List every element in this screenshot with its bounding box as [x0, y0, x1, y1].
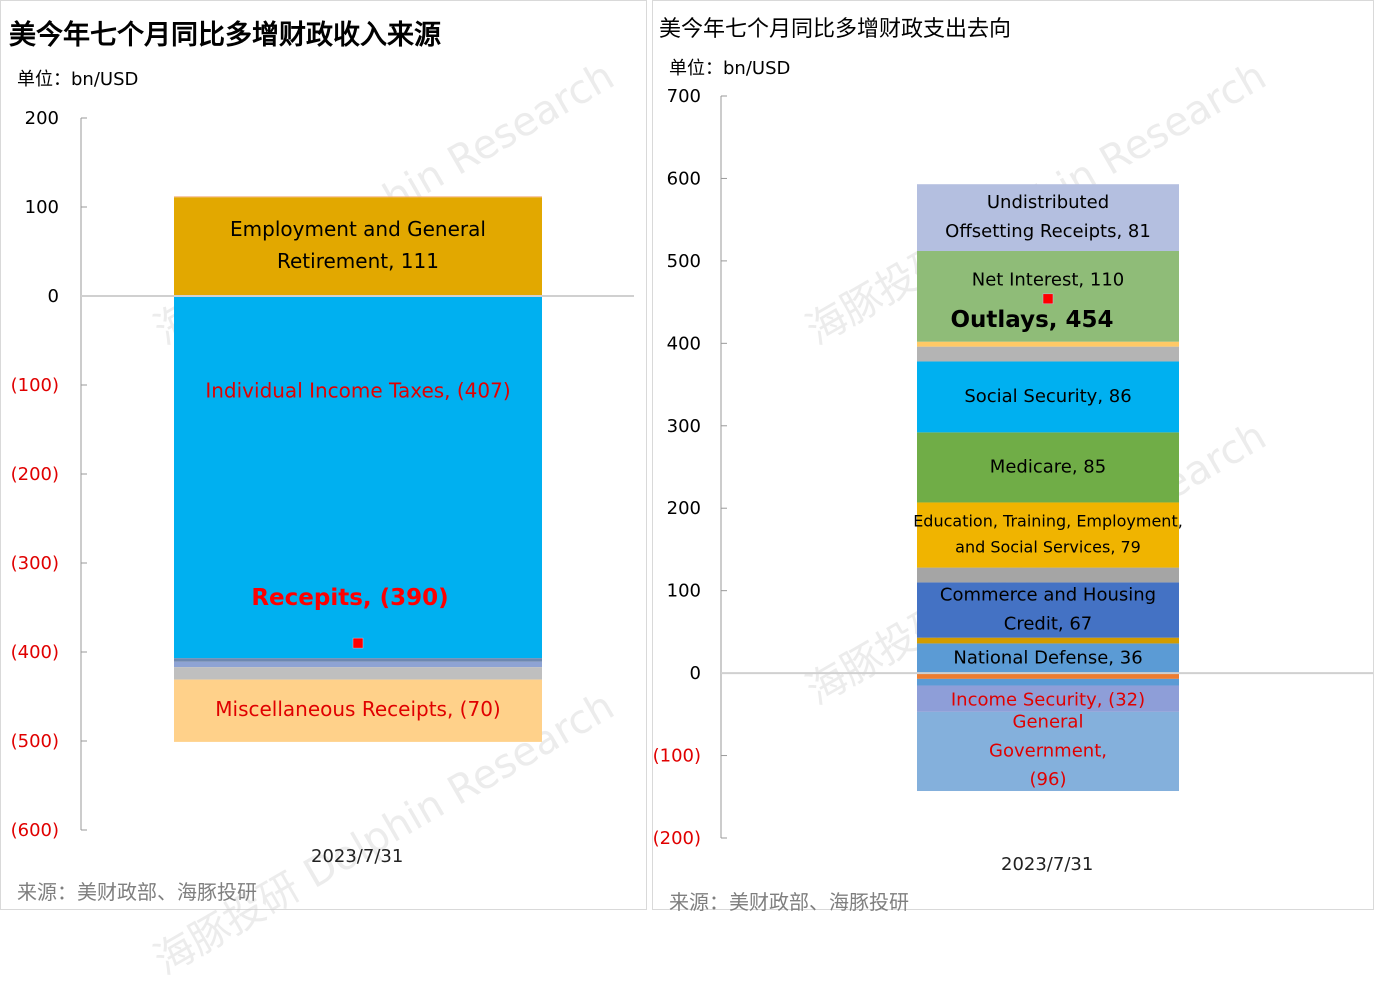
data-label-line: Education, Training, Employment, — [913, 512, 1183, 531]
y-tick-label: 300 — [667, 416, 701, 437]
chart-title: 美今年七个月同比多增财政支出去向 — [659, 17, 1012, 42]
data-label-line: Credit, 67 — [1004, 613, 1092, 634]
outlays-chart: 700 600 500 400 300 200 100 0 (100) (200) National… — [653, 86, 1373, 849]
unit-label: 单位：bn/USD — [669, 58, 791, 79]
bar-segment — [917, 432, 1179, 503]
bar-segment — [174, 661, 542, 668]
bar-segment — [917, 346, 1179, 362]
data-label: Net Interest, 110 — [972, 269, 1124, 290]
total-label: Outlays, 454 — [950, 307, 1113, 333]
data-label: Education, Training, Employment, and Soci… — [913, 512, 1183, 557]
data-label: National Defense, 36 — [953, 647, 1142, 668]
x-category-label: 2023/7/31 — [1001, 854, 1094, 875]
y-tick-label: 100 — [667, 581, 701, 602]
total-marker — [352, 637, 364, 649]
data-label-line: Net Interest, 110 — [972, 269, 1124, 290]
total-label: Recepits, (390) — [251, 585, 448, 611]
bar-segment — [917, 184, 1179, 251]
bar-segment — [917, 341, 1179, 347]
y-tick-label: 700 — [667, 86, 701, 107]
data-label: Medicare, 85 — [990, 456, 1106, 477]
data-label-line: Income Security, (32) — [951, 690, 1145, 711]
y-tick-label: (600) — [11, 820, 59, 841]
data-label-line: National Defense, 36 — [953, 647, 1142, 668]
y-tick-label: (200) — [653, 828, 701, 849]
data-label: Employment and General Retirement, 111 — [230, 217, 486, 273]
y-tick-label: 0 — [48, 286, 59, 307]
bar-segment — [917, 643, 1179, 674]
bar-segment — [174, 196, 542, 198]
y-tick-label: 600 — [667, 168, 701, 189]
data-label-line: General — [1013, 712, 1084, 733]
bar-segment — [174, 197, 542, 296]
bar-segment — [917, 361, 1179, 433]
bar-segment — [917, 502, 1179, 568]
data-label-line: Social Security, 86 — [964, 386, 1131, 407]
bar-segment — [917, 582, 1179, 638]
bar-segment — [917, 678, 1179, 686]
x-category-label: 2023/7/31 — [311, 846, 404, 867]
y-tick-label: (300) — [11, 553, 59, 574]
y-tick-label: 100 — [25, 197, 59, 218]
data-label: Miscellaneous Receipts, (70) — [215, 697, 500, 721]
bar-segment — [917, 637, 1179, 644]
y-tick-label: (100) — [11, 375, 59, 396]
data-label: Social Security, 86 — [964, 386, 1131, 407]
bar-segment — [174, 658, 542, 662]
data-label-line: Offsetting Receipts, 81 — [945, 221, 1151, 242]
data-label-line: Government, — [989, 740, 1107, 761]
y-tick-label: (400) — [11, 642, 59, 663]
data-label-line: Commerce and Housing — [940, 585, 1156, 606]
bar-segment — [917, 685, 1179, 712]
data-label: Individual Income Taxes, (407) — [205, 379, 510, 403]
data-label-line: Individual Income Taxes, (407) — [205, 379, 510, 403]
data-label: General Government, (96) — [989, 712, 1107, 791]
bar-segment — [174, 296, 542, 659]
outlays-chart-panel: 海豚投研 Dolphin Research 海豚投研 Dolphin Resea… — [652, 0, 1374, 914]
data-label-line: Medicare, 85 — [990, 456, 1106, 477]
y-tick-label: (500) — [11, 731, 59, 752]
y-tick-label: 500 — [667, 251, 701, 272]
y-tick-label: (100) — [653, 746, 701, 767]
data-label-line: and Social Services, 79 — [955, 537, 1141, 556]
bar-segment — [917, 567, 1179, 583]
unit-label: 单位：bn/USD — [17, 69, 139, 90]
receipts-chart-panel: 海豚投研 Dolphin Research 海豚投研 Dolphin Resea… — [0, 0, 647, 984]
y-tick-label: 200 — [25, 108, 59, 129]
data-label-line: Retirement, 111 — [277, 249, 439, 273]
bar-segment — [174, 679, 542, 742]
receipts-chart: 200 100 0 (100) (200) (300) (400) (500) (600) Emp… — [11, 108, 634, 841]
bar-segment — [917, 711, 1179, 792]
data-label-line: (96) — [1030, 769, 1067, 790]
total-marker — [1042, 293, 1054, 305]
chart-title: 美今年七个月同比多增财政收入来源 — [9, 20, 441, 51]
y-tick-label: 200 — [667, 498, 701, 519]
y-tick-label: (200) — [11, 464, 59, 485]
source-note: 来源：美财政部、海豚投研 — [669, 890, 909, 914]
data-label-line: Miscellaneous Receipts, (70) — [215, 697, 500, 721]
bar-segment — [174, 667, 542, 680]
data-label-line: Undistributed — [987, 192, 1109, 213]
data-label: Undistributed Offsetting Receipts, 81 — [945, 192, 1151, 242]
data-label-line: Employment and General — [230, 217, 486, 241]
data-label: Income Security, (32) — [951, 690, 1145, 711]
y-tick-label: 0 — [690, 663, 701, 684]
source-note: 来源：美财政部、海豚投研 — [17, 880, 257, 904]
y-tick-label: 400 — [667, 333, 701, 354]
bar-segment — [917, 673, 1179, 679]
data-label: Commerce and Housing Credit, 67 — [940, 585, 1156, 635]
